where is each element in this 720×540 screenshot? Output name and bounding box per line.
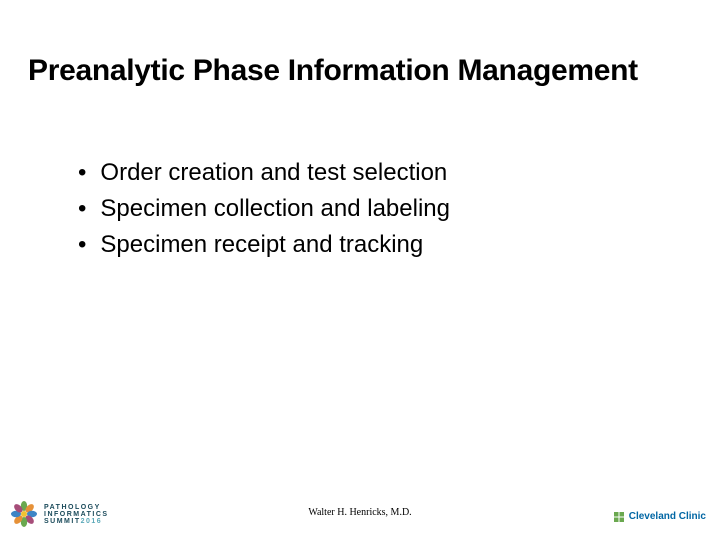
summit-year: 2016 [81,518,103,525]
bullet-dot-icon: • [78,158,86,188]
list-item: • Specimen collection and labeling [78,194,680,224]
summit-line-3: SUMMIT2016 [44,518,109,525]
bullet-dot-icon: • [78,194,86,224]
bullet-text: Order creation and test selection [100,158,447,188]
footer-right-logo: Cleveland Clinic [613,510,706,522]
bullet-text: Specimen collection and labeling [100,194,450,224]
list-item: • Specimen receipt and tracking [78,230,680,260]
summit-word: SUMMIT [44,518,81,525]
slide: Preanalytic Phase Information Management… [0,0,720,540]
cleveland-clinic-text: Cleveland Clinic [629,511,706,522]
bullet-text: Specimen receipt and tracking [100,230,423,260]
cleveland-clinic-icon [613,510,625,522]
footer: PATHOLOGY INFORMATICS SUMMIT2016 Walter … [0,488,720,528]
bullet-list: • Order creation and test selection • Sp… [78,158,680,266]
bullet-dot-icon: • [78,230,86,260]
slide-title: Preanalytic Phase Information Management [28,54,692,88]
list-item: • Order creation and test selection [78,158,680,188]
